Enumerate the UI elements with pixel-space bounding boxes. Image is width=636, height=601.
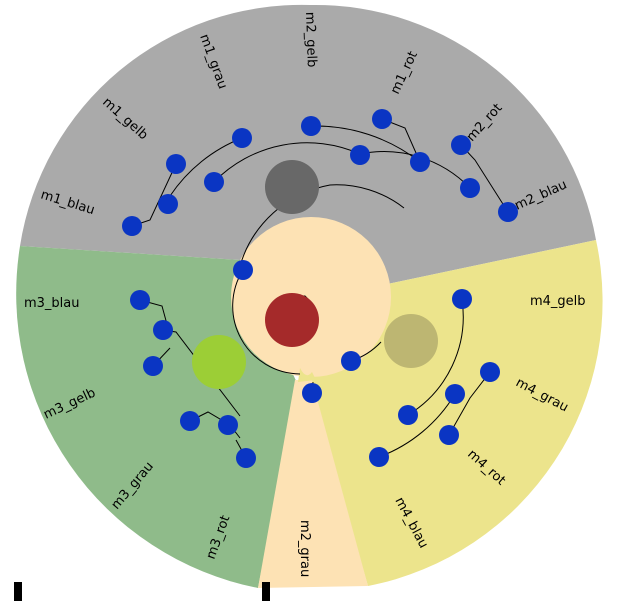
blue-node bbox=[369, 447, 389, 467]
blue-node bbox=[410, 152, 430, 172]
leaf-label-m2-grau: m2_grau bbox=[297, 520, 312, 577]
blue-node bbox=[218, 415, 238, 435]
blue-node bbox=[460, 178, 480, 198]
blue-node bbox=[204, 172, 224, 192]
blue-node bbox=[445, 384, 465, 404]
sector-peach-wedge bbox=[258, 380, 368, 588]
blue-node bbox=[341, 351, 361, 371]
blue-node bbox=[158, 194, 178, 214]
node-olive bbox=[384, 314, 438, 368]
branch-yellow-a bbox=[378, 393, 456, 458]
blue-node bbox=[372, 109, 392, 129]
blue-node bbox=[350, 145, 370, 165]
blue-node bbox=[301, 116, 321, 136]
branch-yellow-main bbox=[407, 299, 464, 416]
leaf-label-m4-gelb: m4_gelb bbox=[530, 294, 586, 309]
sector-green bbox=[16, 246, 299, 588]
blue-node bbox=[451, 135, 471, 155]
blue-node bbox=[452, 289, 472, 309]
bottom-edge-mark-right bbox=[262, 582, 270, 601]
blue-node bbox=[232, 128, 252, 148]
center-notch bbox=[298, 368, 316, 382]
leaf-label-m2-gelb: m2_gelb bbox=[302, 12, 319, 68]
blue-node bbox=[180, 411, 200, 431]
bottom-edge-mark-left bbox=[14, 582, 22, 601]
blue-node bbox=[398, 405, 418, 425]
branch-gray-top bbox=[310, 125, 421, 163]
blue-node bbox=[480, 362, 500, 382]
blue-node bbox=[236, 448, 256, 468]
sector-gray bbox=[20, 4, 596, 286]
node-lime bbox=[192, 335, 246, 389]
blue-node bbox=[439, 425, 459, 445]
blue-node bbox=[130, 290, 150, 310]
leaf-label-m3-blau: m3_blau bbox=[24, 296, 80, 311]
node-dark-gray bbox=[265, 160, 319, 214]
blue-node bbox=[498, 202, 518, 222]
blue-node bbox=[233, 260, 253, 280]
blue-node bbox=[166, 154, 186, 174]
branch-root-arc bbox=[232, 269, 301, 375]
blue-node bbox=[143, 356, 163, 376]
blue-node bbox=[122, 216, 142, 236]
node-red bbox=[265, 293, 319, 347]
center-disc bbox=[231, 217, 391, 377]
branch-yellow-b bbox=[448, 371, 491, 436]
blue-node bbox=[153, 320, 173, 340]
blue-node bbox=[302, 383, 322, 403]
blue-nodes bbox=[122, 109, 518, 468]
